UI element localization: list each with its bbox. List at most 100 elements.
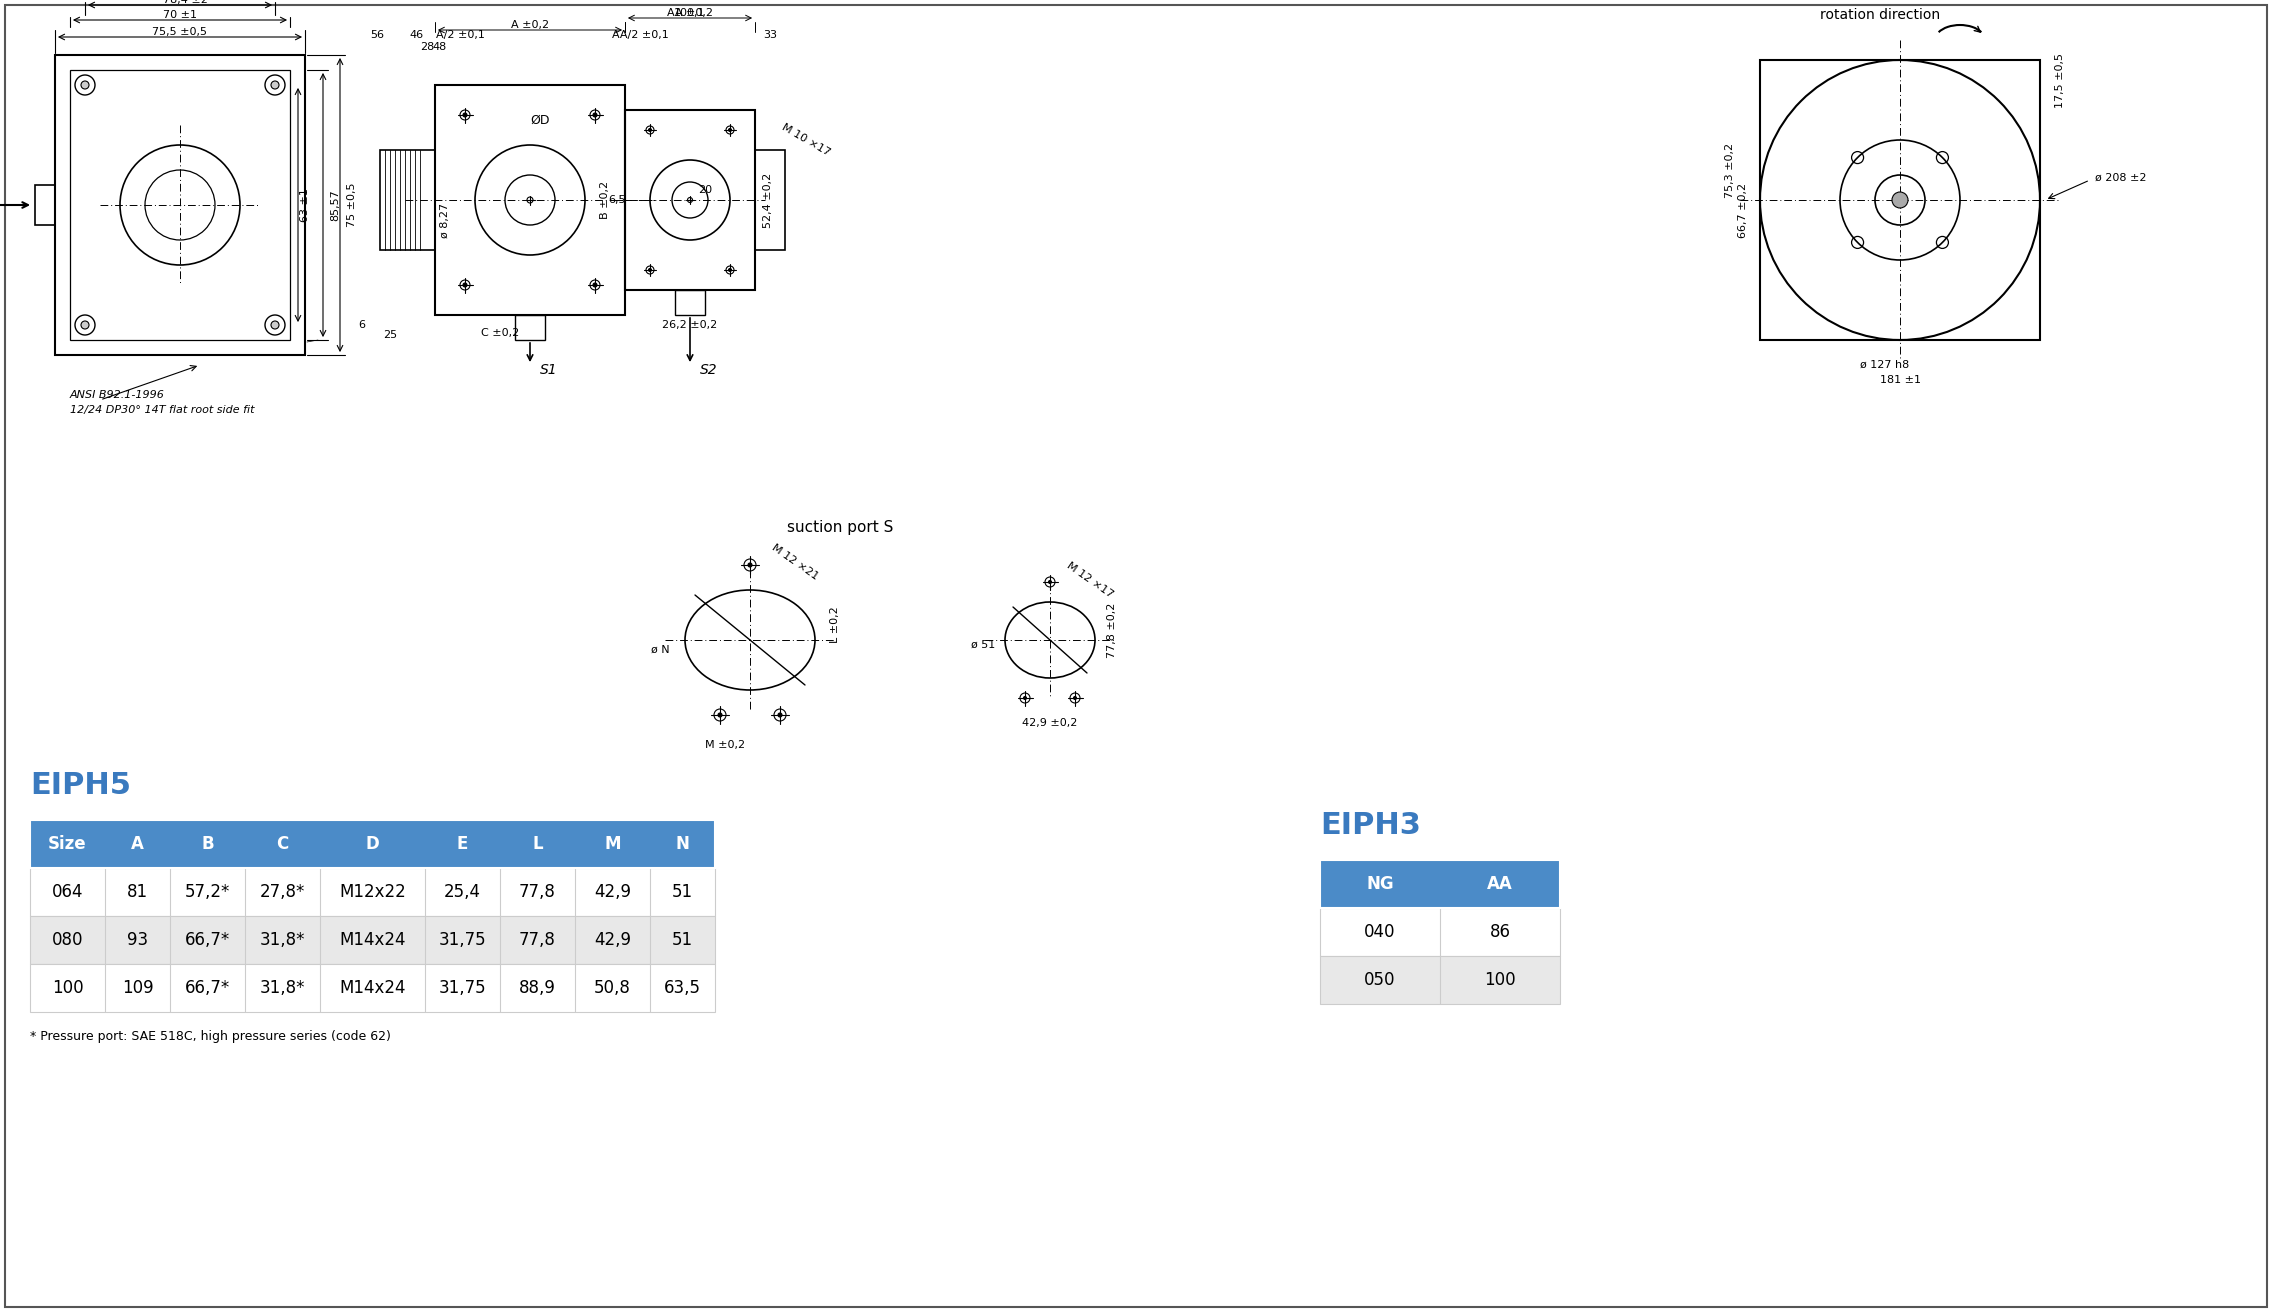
Text: 85,57: 85,57: [329, 189, 341, 220]
Text: L: L: [532, 834, 543, 853]
Circle shape: [648, 129, 652, 131]
Circle shape: [747, 563, 752, 567]
Text: ØD: ØD: [529, 114, 550, 126]
Text: 88,9: 88,9: [518, 979, 557, 997]
Circle shape: [729, 129, 732, 131]
Text: 42,9 ±0,2: 42,9 ±0,2: [1022, 718, 1077, 728]
Text: 57,2*: 57,2*: [184, 883, 229, 901]
Text: Size: Size: [48, 834, 86, 853]
Text: 66,7 ±0,2: 66,7 ±0,2: [1738, 182, 1747, 237]
Text: 050: 050: [1363, 971, 1395, 989]
Text: 080: 080: [52, 932, 84, 949]
Text: 75,3 ±0,2: 75,3 ±0,2: [1724, 143, 1736, 198]
Text: 12/24 DP30° 14T flat root side fit: 12/24 DP30° 14T flat root side fit: [70, 405, 254, 415]
Text: 70 ±1: 70 ±1: [164, 10, 198, 20]
Circle shape: [777, 712, 782, 716]
Text: AA: AA: [1488, 875, 1513, 893]
Circle shape: [270, 321, 279, 329]
Text: 31,75: 31,75: [438, 979, 486, 997]
Text: 56: 56: [370, 30, 384, 39]
Circle shape: [1893, 192, 1908, 209]
Text: C: C: [277, 834, 289, 853]
Bar: [30, 916, 716, 964]
Text: 46: 46: [409, 30, 425, 39]
Bar: [70, 70, 291, 340]
Circle shape: [82, 321, 89, 329]
Text: 25,4: 25,4: [443, 883, 482, 901]
Text: 66,7*: 66,7*: [184, 979, 229, 997]
Bar: [1320, 956, 1561, 1004]
Circle shape: [718, 712, 722, 716]
Circle shape: [1047, 580, 1052, 584]
Text: 181 ±1: 181 ±1: [1879, 375, 1920, 384]
Text: S2: S2: [700, 363, 718, 377]
Text: M: M: [604, 834, 620, 853]
Text: ø 8,27: ø 8,27: [441, 202, 450, 237]
Text: 040: 040: [1363, 924, 1395, 941]
Text: 42,9: 42,9: [593, 932, 632, 949]
Text: * Pressure port: SAE 518C, high pressure series (code 62): * Pressure port: SAE 518C, high pressure…: [30, 1030, 391, 1043]
Text: ø 127 h8: ø 127 h8: [1861, 359, 1911, 370]
Text: 63,5: 63,5: [663, 979, 702, 997]
Text: M 10 ×17: M 10 ×17: [779, 122, 832, 157]
Circle shape: [1022, 697, 1027, 699]
Text: 66,7*: 66,7*: [184, 932, 229, 949]
Text: D: D: [366, 834, 379, 853]
Text: 28: 28: [420, 42, 434, 52]
Text: 31,8*: 31,8*: [259, 979, 304, 997]
Text: 100,1: 100,1: [675, 8, 707, 18]
Bar: [754, 150, 786, 251]
Text: S1: S1: [541, 363, 557, 377]
Text: EIPH5: EIPH5: [30, 771, 132, 800]
Text: M14x24: M14x24: [339, 932, 407, 949]
Text: E: E: [457, 834, 468, 853]
Bar: [55, 55, 304, 356]
Text: 51: 51: [673, 883, 693, 901]
Text: 81: 81: [127, 883, 148, 901]
Circle shape: [729, 269, 732, 272]
Text: 77,8: 77,8: [518, 932, 557, 949]
Text: 100: 100: [52, 979, 84, 997]
Text: 93: 93: [127, 932, 148, 949]
Text: 50,8: 50,8: [593, 979, 632, 997]
Bar: [30, 869, 716, 916]
Circle shape: [593, 283, 598, 287]
Text: B ±0,2: B ±0,2: [600, 181, 609, 219]
Text: suction port S: suction port S: [786, 520, 893, 535]
Text: 78,4 ±2: 78,4 ±2: [164, 0, 207, 5]
Text: 33: 33: [763, 30, 777, 39]
Bar: [379, 150, 434, 251]
Bar: [1320, 908, 1561, 956]
Text: 75,5 ±0,5: 75,5 ±0,5: [152, 28, 207, 37]
Text: A: A: [132, 834, 143, 853]
Circle shape: [1072, 697, 1077, 699]
Text: A/2 ±0,1: A/2 ±0,1: [436, 30, 484, 39]
Text: M14x24: M14x24: [339, 979, 407, 997]
Circle shape: [463, 283, 468, 287]
Bar: [675, 290, 704, 315]
Circle shape: [270, 81, 279, 89]
Text: AA ±0,2: AA ±0,2: [668, 8, 713, 18]
Text: 51: 51: [673, 932, 693, 949]
Bar: [30, 820, 716, 869]
Text: ANSI B92.1-1996: ANSI B92.1-1996: [70, 390, 166, 400]
Text: 31,75: 31,75: [438, 932, 486, 949]
Text: 064: 064: [52, 883, 84, 901]
Bar: [516, 315, 545, 340]
Text: 77,8: 77,8: [518, 883, 557, 901]
Text: 48: 48: [434, 42, 448, 52]
Text: 6: 6: [359, 320, 366, 331]
Text: M 12 ×17: M 12 ×17: [1066, 560, 1116, 600]
Text: L ±0,2: L ±0,2: [829, 606, 841, 643]
Bar: [34, 185, 55, 224]
Text: EIPH3: EIPH3: [1320, 811, 1420, 840]
Text: M ±0,2: M ±0,2: [704, 740, 745, 750]
Circle shape: [82, 81, 89, 89]
Text: NG: NG: [1365, 875, 1393, 893]
Circle shape: [593, 113, 598, 117]
Text: 26,2 ±0,2: 26,2 ±0,2: [663, 320, 718, 331]
Bar: [434, 85, 625, 315]
Text: 77,8 ±0,2: 77,8 ±0,2: [1106, 602, 1118, 657]
Text: A ±0,2: A ±0,2: [511, 20, 550, 30]
Bar: [30, 964, 716, 1012]
